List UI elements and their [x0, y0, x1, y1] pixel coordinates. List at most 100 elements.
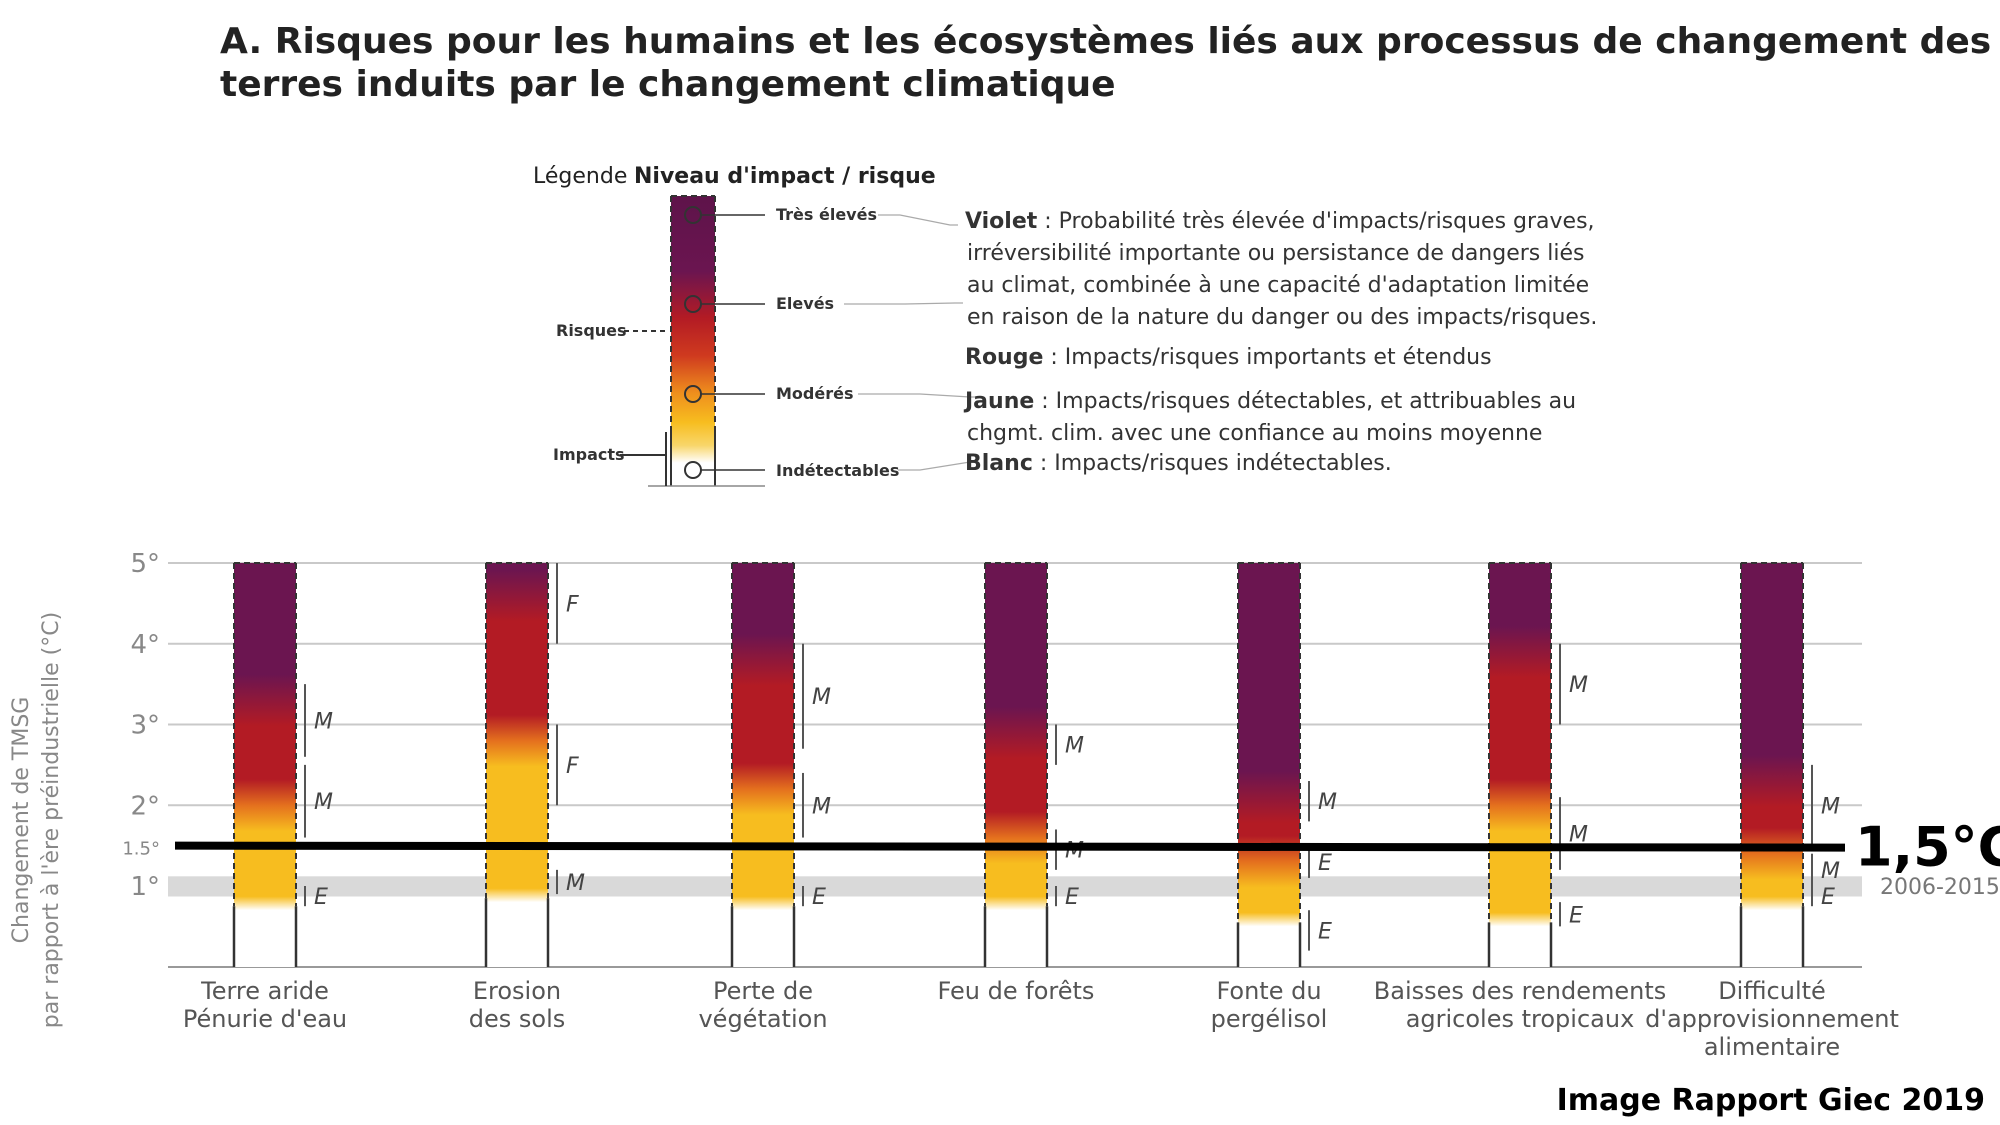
legend-marker-3	[684, 461, 702, 479]
category-label-0-1: Pénurie d'eau	[183, 1005, 347, 1033]
y-axis-label-line2: par rapport à l'ère préindustrielle (°C)	[39, 612, 64, 1028]
legend-impacts-label: Impacts	[553, 445, 625, 464]
chart-title-line1: A. Risques pour les humains et les écosy…	[220, 21, 1991, 62]
legend-color-bar	[671, 196, 715, 486]
category-label-1-1: des sols	[469, 1005, 566, 1033]
legend-bar-outline-solid	[670, 430, 716, 486]
category-label-6-2: alimentaire	[1704, 1033, 1840, 1061]
y-axis-label: Changement de TMSG par rapport à l'ère pr…	[9, 612, 64, 1028]
confidence-label-1-2: F	[566, 592, 579, 617]
threshold-label: 1,5°C	[1855, 816, 2000, 879]
confidence-label-4-1: E	[1318, 851, 1332, 876]
threshold-line	[174, 841, 1846, 852]
confidence-label-6-1: M	[1821, 859, 1840, 884]
chart-title-line2: terres induits par le changement climati…	[220, 64, 1116, 105]
legend-level-connector-1	[844, 302, 963, 305]
confidence-label-6-2: M	[1821, 794, 1840, 819]
risk-bar-outline-1	[485, 562, 549, 899]
legend-desc-2-0: Jaune : Impacts/risques détectables, et …	[963, 389, 1576, 414]
confidence-label-6-0: E	[1821, 885, 1835, 910]
legend: Légende : Niveau d'impact / risque Très …	[533, 164, 1597, 487]
risk-bar-outline-5	[1488, 562, 1552, 923]
legend-level-connector-3	[898, 461, 978, 471]
legend-desc-text-2-1: chgmt. clim. avec une confiance au moins…	[967, 421, 1542, 446]
chart-plot: 2006-2015 1° 1.5° 2° 3° 4° 5° Changement de TMS…	[9, 549, 2000, 1061]
category-label-5-1: agricoles tropicaux	[1406, 1005, 1635, 1033]
legend-desc-0-0: Violet : Probabilité très élevée d'impac…	[965, 209, 1595, 234]
legend-desc-2-1: chgmt. clim. avec une confiance au moins…	[967, 421, 1542, 446]
legend-level-connector-0	[878, 214, 958, 226]
y-tick-1: 1.5°	[122, 839, 160, 860]
y-axis-label-line1: Changement de TMSG	[9, 697, 34, 944]
y-tick-2: 2°	[130, 791, 160, 821]
legend-desc-text-0-3: en raison de la nature du danger ou des …	[967, 305, 1597, 330]
confidence-label-2-2: M	[812, 685, 831, 710]
legend-level-connector-2	[858, 393, 978, 398]
confidence-label-5-1: M	[1569, 823, 1588, 848]
confidence-label-0-0: E	[314, 885, 328, 910]
legend-level-1: Elevés	[776, 294, 834, 313]
risk-bar-legs-6	[1739, 906, 1805, 967]
legend-level-0: Très élevés	[776, 205, 877, 224]
source-credit: Image Rapport Giec 2019	[1557, 1083, 1985, 1118]
legend-bar-outline-dashed	[670, 195, 716, 430]
risk-bar-5	[1489, 563, 1551, 967]
legend-desc-text-0-0: : Probabilité très élevée d'impacts/risq…	[1037, 209, 1594, 234]
category-label-5-0: Baisses des rendements	[1374, 977, 1666, 1005]
risk-bar-outline-4	[1237, 562, 1301, 923]
confidence-label-4-0: E	[1318, 919, 1332, 944]
risk-bar-6	[1741, 563, 1803, 967]
risk-bar-legs-3	[983, 906, 1049, 967]
y-tick-0: 1°	[130, 872, 160, 902]
legend-level-2: Modérés	[776, 384, 853, 403]
risk-bar-legs-0	[232, 906, 298, 967]
confidence-label-0-2: M	[314, 709, 333, 734]
y-tick-5: 5°	[130, 549, 160, 579]
category-label-0-0: Terre aride	[200, 977, 329, 1005]
confidence-label-4-2: M	[1318, 790, 1337, 815]
risk-bar-0	[234, 563, 296, 967]
confidence-label-3-1: M	[1065, 839, 1084, 864]
legend-desc-text-2-0: : Impacts/risques détectables, et attrib…	[1034, 389, 1576, 414]
reference-band-label: 2006-2015	[1880, 875, 2000, 900]
category-label-6-0: Difficulté	[1718, 977, 1826, 1005]
legend-desc-color-1: Rouge	[965, 345, 1043, 370]
y-tick-4: 4°	[130, 630, 160, 660]
confidence-label-3-0: E	[1065, 885, 1079, 910]
risk-bar-legs-5	[1487, 922, 1553, 967]
category-label-3-0: Feu de forêts	[938, 977, 1095, 1005]
confidence-label-5-0: E	[1569, 903, 1583, 928]
legend-desc-0-3: en raison de la nature du danger ou des …	[967, 305, 1597, 330]
category-label-2-1: végétation	[698, 1005, 827, 1033]
risk-bar-legs-2	[730, 906, 796, 967]
legend-desc-1-0: Rouge : Impacts/risques importants et ét…	[965, 345, 1492, 370]
legend-heading: Niveau d'impact / risque	[634, 164, 936, 189]
legend-risques-label: Risques	[556, 321, 627, 340]
legend-desc-text-0-2: au climat, combinée à une capacité d'ada…	[967, 273, 1589, 298]
category-label-4-1: pergélisol	[1211, 1005, 1328, 1033]
legend-desc-text-1-0: : Impacts/risques importants et étendus	[1043, 345, 1491, 370]
y-tick-3: 3°	[130, 711, 160, 741]
confidence-label-3-2: M	[1065, 734, 1084, 759]
confidence-label-5-2: M	[1569, 673, 1588, 698]
legend-desc-color-3: Blanc	[965, 451, 1033, 476]
legend-prefix: Légende :	[533, 164, 642, 189]
legend-desc-text-3-0: : Impacts/risques indétectables.	[1033, 451, 1392, 476]
legend-desc-0-2: au climat, combinée à une capacité d'ada…	[967, 273, 1589, 298]
legend-desc-color-2: Jaune	[963, 389, 1034, 414]
risk-bar-1	[486, 563, 548, 967]
confidence-label-2-1: M	[812, 794, 831, 819]
risk-bar-4	[1238, 563, 1300, 967]
legend-level-3: Indétectables	[776, 461, 899, 480]
category-label-1-0: Erosion	[473, 977, 561, 1005]
category-label-6-1: d'approvisionnement	[1645, 1005, 1899, 1033]
risk-bar-2	[732, 563, 794, 967]
category-label-4-0: Fonte du	[1216, 977, 1321, 1005]
risk-bar-3	[985, 563, 1047, 967]
confidence-label-1-1: F	[566, 754, 579, 779]
confidence-label-1-0: M	[566, 871, 585, 896]
legend-desc-color-0: Violet	[965, 209, 1038, 234]
confidence-label-2-0: E	[812, 885, 826, 910]
legend-desc-3-0: Blanc : Impacts/risques indétectables.	[965, 451, 1392, 476]
